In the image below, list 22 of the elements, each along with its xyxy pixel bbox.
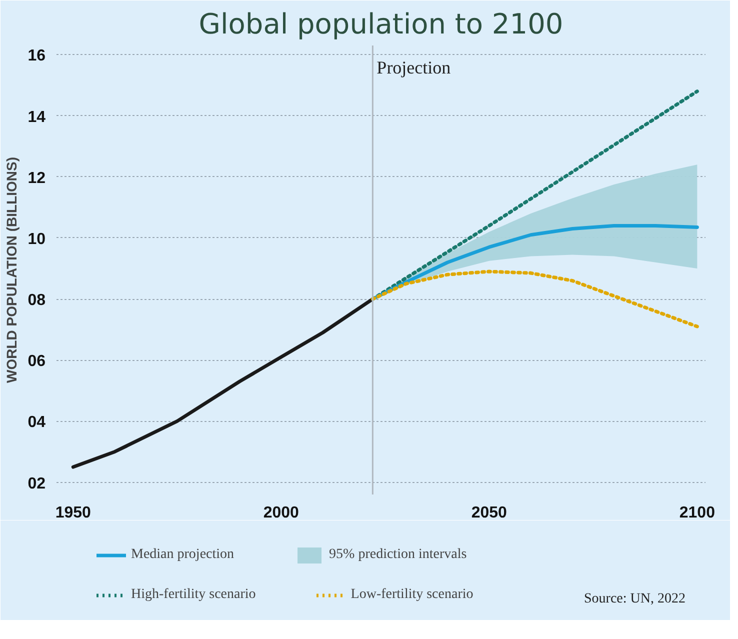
x-tick-label: 2100 — [679, 504, 716, 522]
legend-label: Low-fertility scenario — [350, 587, 474, 603]
y-tick-label: 10 — [28, 230, 46, 248]
y-tick-label: 08 — [28, 292, 46, 310]
y-tick-label: 16 — [28, 48, 46, 65]
y-tick-label: 06 — [28, 353, 46, 370]
legend-label: Median projection — [131, 547, 234, 563]
y-tick-label: 12 — [28, 170, 46, 187]
line-series — [71, 297, 374, 469]
ref-line-label: Projection — [376, 58, 451, 78]
x-tick-label: 2000 — [263, 504, 300, 522]
legend-label: High-fertility scenario — [131, 587, 256, 603]
y-tick-label: 02 — [28, 475, 46, 492]
chart-title: Global population to 2100 — [198, 8, 564, 40]
x-tick-label: 1950 — [55, 504, 92, 522]
y-tick-label: 14 — [28, 108, 46, 126]
y-tick-label: 04 — [28, 414, 46, 432]
source-note: Source: UN, 2022 — [584, 592, 686, 606]
legend-label: 95% prediction intervals — [329, 547, 467, 563]
y-axis-title: WORLD POPULATION (BILLIONS) — [4, 156, 20, 384]
line-series — [370, 270, 699, 328]
x-tick-label: 2050 — [471, 504, 508, 522]
